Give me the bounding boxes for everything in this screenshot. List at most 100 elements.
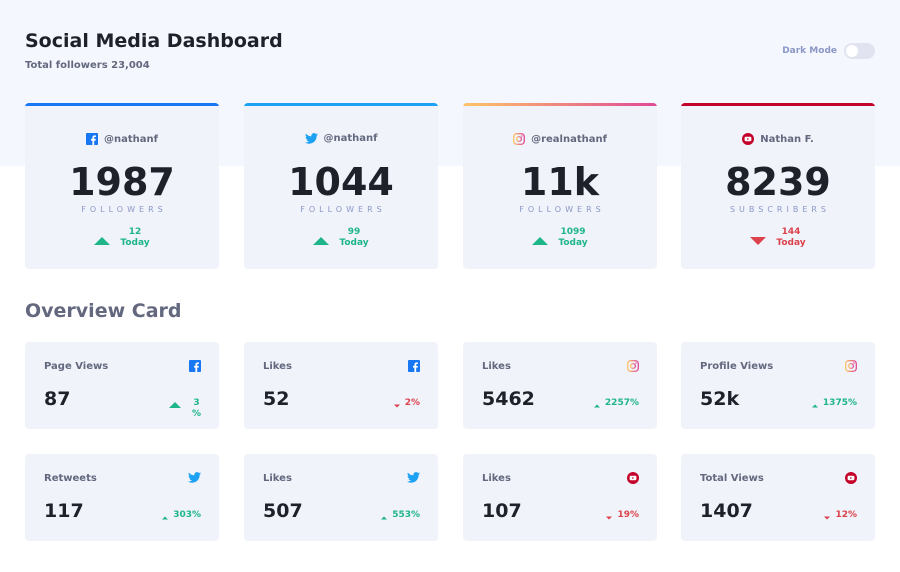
card-twitter[interactable]: @nathanf 1044 FOLLOWERS 99 Today: [244, 103, 438, 269]
overview-card-likes-twitter[interactable]: Likes 507 553%: [244, 454, 438, 541]
youtube-icon: [627, 472, 639, 484]
card-facebook[interactable]: @nathanf 1987 FOLLOWERS 12 Today: [25, 103, 219, 269]
overview-card-likes-facebook[interactable]: Likes 52 2%: [244, 342, 438, 429]
change-value: 12%: [835, 510, 857, 520]
arrow-up-icon: [168, 401, 181, 411]
change-value: 1099: [560, 227, 586, 237]
arrow-down-icon: [824, 513, 831, 523]
change-period: Today: [339, 238, 369, 248]
page-title: Social Media Dashboard: [25, 30, 283, 52]
overview-card-total-views[interactable]: Total Views 1407 12%: [681, 454, 875, 541]
twitter-icon: [304, 133, 318, 144]
arrow-up-icon: [593, 401, 600, 411]
card-handle: @nathanf: [25, 133, 219, 145]
card-change: 99 Today: [244, 227, 438, 249]
overview-change: 303%: [162, 510, 201, 523]
twitter-icon: [407, 472, 420, 483]
card-handle-text: @nathanf: [323, 133, 378, 144]
card-count: 8239: [725, 160, 831, 204]
instagram-icon: [845, 360, 857, 372]
facebook-icon: [86, 133, 98, 145]
overview-card-likes-youtube[interactable]: Likes 107 19%: [463, 454, 657, 541]
overview-card-retweets[interactable]: Retweets 117 303%: [25, 454, 219, 541]
change-value: 2%: [404, 398, 420, 408]
card-top-bar: [463, 103, 657, 106]
change-value: 12: [128, 227, 142, 237]
overview-value: 117: [44, 500, 84, 522]
overview-label: Total Views: [700, 473, 764, 484]
arrow-up-icon: [162, 513, 169, 523]
card-count: 1044: [288, 160, 394, 204]
toggle-knob: [846, 45, 858, 57]
facebook-icon: [189, 360, 201, 372]
arrow-up-icon: [313, 230, 330, 249]
overview-label: Likes: [263, 361, 292, 372]
change-value: 3: [193, 398, 200, 408]
overview-card-profile-views[interactable]: Profile Views 52k 1375%: [681, 342, 875, 429]
change-period: Today: [120, 238, 150, 248]
follower-cards: @nathanf 1987 FOLLOWERS 12 Today @nathanf…: [25, 103, 875, 269]
card-youtube[interactable]: Nathan F. 8239 SUBSCRIBERS 144 Today: [681, 103, 875, 269]
arrow-up-icon: [532, 230, 549, 249]
overview-change: 1375%: [811, 398, 857, 411]
card-handle: @realnathanf: [463, 133, 657, 145]
overview-card-page-views[interactable]: Page Views 87 3%: [25, 342, 219, 429]
overview-label: Likes: [482, 361, 511, 372]
arrow-up-icon: [381, 513, 388, 523]
overview-value: 52: [263, 388, 290, 410]
change-value: 303%: [173, 510, 201, 520]
change-period: Today: [776, 238, 806, 248]
overview-title: Overview Card: [25, 300, 182, 322]
overview-change: 12%: [824, 510, 857, 523]
card-unit: FOLLOWERS: [81, 205, 167, 214]
arrow-down-icon: [393, 401, 400, 411]
facebook-icon: [408, 360, 420, 372]
card-count: 1987: [69, 160, 175, 204]
card-handle: @nathanf: [244, 133, 438, 144]
card-change: 144 Today: [681, 227, 875, 249]
change-unit: %: [191, 409, 201, 419]
overview-label: Likes: [263, 473, 292, 484]
card-handle: Nathan F.: [681, 133, 875, 145]
overview-change: 553%: [381, 510, 420, 523]
arrow-down-icon: [750, 230, 767, 249]
card-count: 11k: [520, 160, 600, 204]
card-handle-text: @realnathanf: [531, 133, 607, 145]
change-value: 19%: [617, 510, 639, 520]
youtube-icon: [845, 472, 857, 484]
card-change: 1099 Today: [463, 227, 657, 249]
overview-change: 2257%: [593, 398, 639, 411]
overview-value: 107: [482, 500, 522, 522]
card-unit: FOLLOWERS: [519, 205, 605, 214]
overview-card-likes-instagram[interactable]: Likes 5462 2257%: [463, 342, 657, 429]
card-instagram[interactable]: @realnathanf 11k FOLLOWERS 1099 Today: [463, 103, 657, 269]
overview-change: 3%: [168, 398, 201, 420]
card-change: 12 Today: [25, 227, 219, 249]
overview-label: Retweets: [44, 473, 97, 484]
dark-mode-toggle[interactable]: [844, 43, 875, 59]
arrow-down-icon: [606, 513, 613, 523]
arrow-up-icon: [94, 230, 111, 249]
dark-mode-label: Dark Mode: [782, 46, 837, 56]
change-value: 1375%: [822, 398, 857, 408]
change-value: 99: [347, 227, 361, 237]
dark-mode-control: Dark Mode: [782, 43, 875, 59]
total-followers: Total followers 23,004: [25, 60, 150, 71]
card-unit: SUBSCRIBERS: [729, 205, 831, 214]
overview-change: 2%: [393, 398, 420, 411]
overview-label: Profile Views: [700, 361, 774, 372]
instagram-icon: [627, 360, 639, 372]
youtube-icon: [742, 133, 755, 145]
overview-value: 5462: [482, 388, 535, 410]
overview-label: Page Views: [44, 361, 109, 372]
twitter-icon: [188, 472, 201, 483]
card-top-bar: [25, 103, 219, 106]
page-header: Social Media Dashboard Total followers 2…: [25, 30, 875, 80]
card-unit: FOLLOWERS: [300, 205, 386, 214]
overview-change: 19%: [606, 510, 639, 523]
change-value: 144: [781, 227, 801, 237]
overview-label: Likes: [482, 473, 511, 484]
overview-value: 52k: [700, 388, 740, 410]
change-value: 553%: [392, 510, 420, 520]
instagram-icon: [513, 133, 526, 145]
